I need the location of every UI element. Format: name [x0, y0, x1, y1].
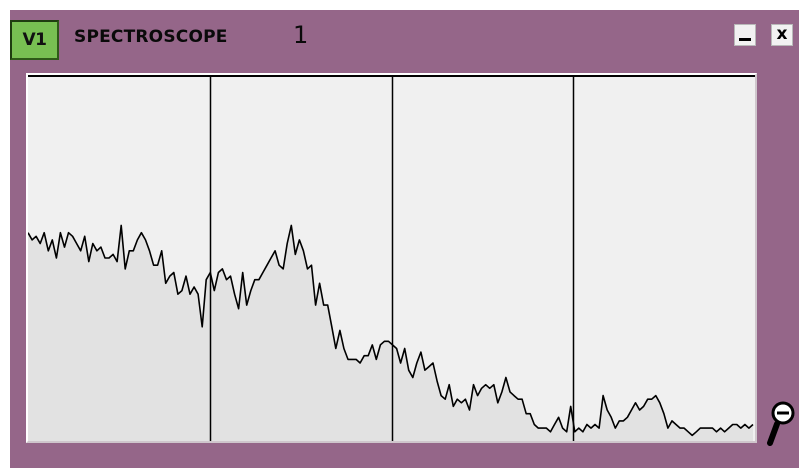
title-bar[interactable]: V1 SPECTROSCOPE 1 x	[10, 10, 799, 62]
spectrum-fill	[28, 225, 753, 441]
spectrum-trace	[28, 224, 754, 437]
spectrum-chart	[28, 75, 755, 441]
zoom-out-button[interactable]	[766, 400, 796, 446]
minimize-icon	[739, 38, 751, 41]
version-badge: V1	[10, 20, 59, 60]
window-title: SPECTROSCOPE	[74, 27, 228, 47]
zoom-out-icon	[767, 401, 795, 446]
minimize-button[interactable]	[734, 24, 756, 46]
spectrum-plot	[26, 73, 757, 443]
window-number: 1	[293, 21, 309, 49]
close-button[interactable]: x	[771, 24, 793, 46]
spectroscope-window: V1 SPECTROSCOPE 1 x	[10, 10, 799, 468]
